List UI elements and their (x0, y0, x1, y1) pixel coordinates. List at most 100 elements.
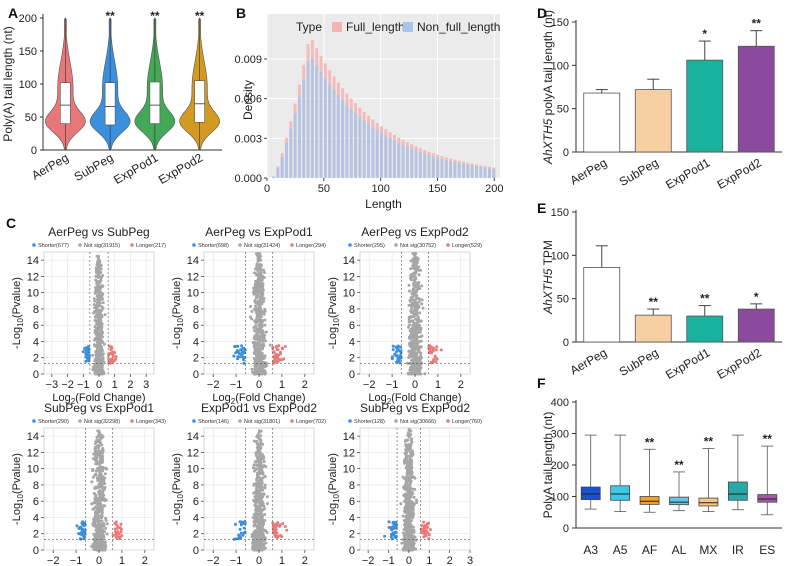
histogram-bar (401, 144, 405, 178)
y-tick-label: 8 (349, 304, 355, 316)
volcano-point (108, 359, 112, 363)
volcano-point (109, 345, 113, 349)
volcano-point (261, 329, 265, 333)
bar-AerPeg (583, 92, 621, 153)
volcano-point (425, 522, 429, 526)
volcano-point (390, 526, 394, 530)
volcano-point (416, 331, 420, 335)
volcano-point (254, 290, 258, 294)
volcano-point (405, 361, 409, 365)
volcano-point (420, 524, 424, 528)
volcano-point (257, 499, 261, 503)
volcano-point (411, 310, 415, 314)
volcano-point (268, 343, 272, 347)
volcano-point (93, 306, 97, 310)
volcano-point (401, 514, 405, 518)
volcano-point (102, 497, 106, 501)
volcano-point (262, 547, 266, 551)
y-tick-label: 12 (343, 447, 355, 459)
volcano-point (93, 447, 97, 451)
volcano-point (409, 533, 413, 537)
x-tick-label: AerPeg (568, 345, 610, 377)
volcano-point (97, 273, 101, 277)
legend-text: Not sig(31801) (244, 419, 280, 425)
volcano-point (252, 439, 256, 443)
volcano-point (259, 438, 263, 442)
legend-text: Not sig(30752) (400, 243, 436, 249)
volcano-point (407, 541, 411, 545)
volcano-point (117, 536, 121, 540)
volcano-point (394, 350, 398, 354)
volcano-point (281, 522, 285, 526)
volcano-point (96, 449, 100, 453)
bar-ExpPod1 (686, 315, 724, 343)
legend-text: Longer(294) (296, 243, 326, 249)
significance-mark: * (702, 27, 707, 41)
y-tick-label: 4 (33, 512, 39, 524)
volcano-point (94, 473, 98, 477)
volcano-point (113, 527, 117, 531)
histogram-bar (457, 163, 461, 178)
volcano-point (285, 528, 289, 532)
y-tick-label: 8 (193, 480, 199, 492)
volcano-point (256, 471, 260, 475)
histogram-bar (332, 89, 336, 178)
volcano-point (252, 271, 256, 275)
volcano-point (255, 445, 259, 449)
volcano-point (261, 488, 265, 492)
volcano-point (83, 530, 87, 534)
x-tick-label: 0 (406, 555, 412, 566)
volcano-point (253, 503, 257, 507)
histogram-bar (427, 155, 431, 178)
volcano-point (410, 344, 414, 348)
volcano-point (93, 299, 97, 303)
volcano-point (256, 299, 260, 303)
volcano-point (405, 466, 409, 470)
volcano-point (97, 537, 101, 541)
volcano-point (249, 305, 253, 309)
x-tick-label: −1 (386, 379, 399, 391)
volcano-point (259, 525, 263, 529)
x-tick-label: ExpPod1 (663, 345, 712, 382)
x-tick-label: −1 (382, 555, 395, 566)
volcano-point (409, 492, 413, 496)
volcano-point (256, 527, 260, 531)
volcano-point (404, 479, 408, 483)
volcano-point (234, 344, 238, 348)
volcano-point (261, 455, 265, 459)
histogram-bar (392, 140, 396, 178)
y-tick-label: 400 (551, 397, 569, 409)
volcano-point (407, 508, 411, 512)
volcano-point (250, 310, 254, 314)
volcano-point (108, 361, 112, 365)
x-tick-label: 0 (96, 379, 102, 391)
volcano-point (251, 341, 255, 345)
volcano-point (275, 359, 279, 363)
x-tick-label: 2 (302, 379, 308, 391)
volcano-point (431, 348, 435, 352)
histogram-bar (310, 58, 314, 178)
y-tick-label: 0.006 (234, 94, 262, 106)
volcano-point (434, 356, 438, 360)
y-tick-label: 14 (343, 431, 355, 443)
volcano-point (252, 533, 256, 537)
volcano-point (93, 363, 97, 367)
volcano-point (119, 530, 123, 534)
volcano-point (383, 534, 387, 538)
volcano-point (411, 319, 415, 323)
volcano-point (282, 357, 286, 361)
volcano-point (93, 450, 97, 454)
volcano-point (86, 347, 90, 351)
volcano-point (94, 267, 98, 271)
volcano-point (105, 522, 109, 526)
volcano-point (418, 311, 422, 315)
volcano-point (410, 315, 414, 319)
volcano-point (97, 528, 101, 532)
volcano-point (239, 348, 243, 352)
volcano-point (271, 530, 275, 534)
volcano-point (113, 521, 117, 525)
volcano-point (262, 336, 266, 340)
volcano-point (95, 523, 99, 527)
volcano-point (258, 479, 262, 483)
volcano-point (258, 291, 262, 295)
